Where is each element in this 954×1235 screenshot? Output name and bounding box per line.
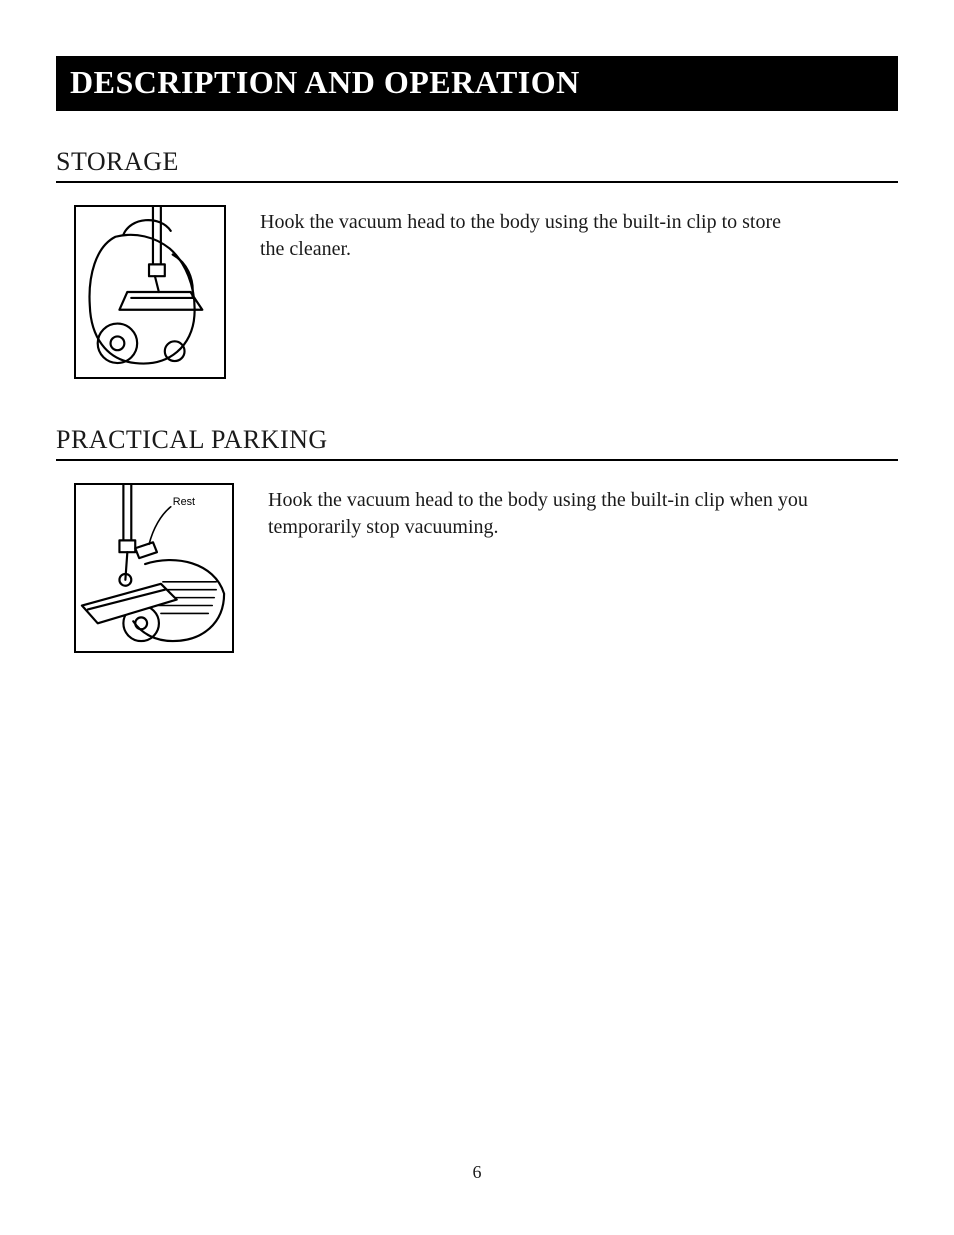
storage-figure [74, 205, 226, 379]
section-heading: PRACTICAL PARKING [56, 425, 898, 461]
banner-title: DESCRIPTION AND OPERATION [70, 64, 884, 101]
page-number: 6 [0, 1162, 954, 1183]
manual-page: DESCRIPTION AND OPERATION STORAGE [0, 0, 954, 1235]
section-body-text: Hook the vacuum head to the body using t… [260, 205, 800, 263]
section-storage: STORAGE [56, 147, 898, 379]
section-body-text: Hook the vacuum head to the body using t… [268, 483, 808, 541]
section-heading: STORAGE [56, 147, 898, 183]
parking-figure: Rest [74, 483, 234, 653]
callout-label: Rest [173, 496, 195, 508]
section-practical-parking: PRACTICAL PARKING [56, 425, 898, 653]
section-banner: DESCRIPTION AND OPERATION [56, 56, 898, 111]
vacuum-storage-illustration [76, 207, 224, 377]
section-body: Rest Hook the vacuum head to the body us… [56, 483, 898, 653]
section-body: Hook the vacuum head to the body using t… [56, 205, 898, 379]
vacuum-parking-illustration: Rest [76, 485, 232, 651]
